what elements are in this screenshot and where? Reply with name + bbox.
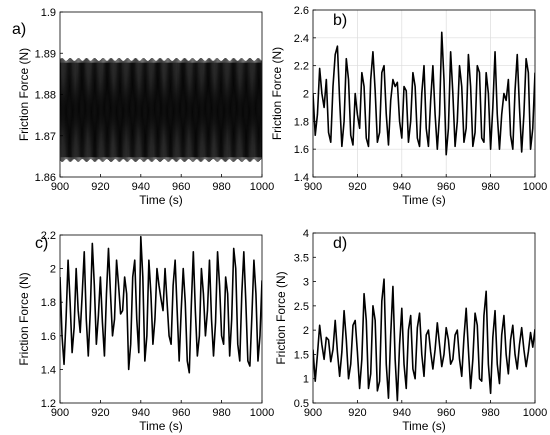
y-tick-label: 1.86 [35, 172, 56, 184]
y-tick-label: 1.5 [294, 349, 309, 361]
x-tick-label: 1000 [523, 407, 547, 419]
y-tick-label: 3 [303, 277, 309, 289]
series-line [60, 57, 262, 162]
y-tick-label: 1.8 [41, 297, 56, 309]
y-tick-label: 1.4 [294, 172, 309, 184]
y-tick-label: 2.6 [294, 5, 309, 17]
panel-label: d) [333, 235, 347, 252]
x-axis-label: Time (s) [139, 193, 183, 207]
x-tick-label: 940 [132, 181, 150, 193]
y-tick-label: 1.6 [41, 331, 56, 343]
y-tick-label: 1.4 [41, 364, 56, 376]
series-line [60, 235, 262, 374]
x-tick-label: 980 [212, 181, 230, 193]
x-tick-label: 980 [481, 181, 499, 193]
x-tick-label: 940 [132, 407, 150, 419]
x-tick-label: 940 [393, 181, 411, 193]
x-tick-label: 900 [51, 181, 69, 193]
panel-3: 900 920 940 960 980 1000 1.2 1.4 1.6 1.8 2 2.2 Time … [17, 230, 274, 433]
x-tick-label: 1000 [250, 181, 274, 193]
x-axis-label: Time (s) [402, 193, 446, 207]
panel-label: c) [35, 235, 48, 252]
x-tick-label: 920 [91, 181, 109, 193]
x-tick-label: 900 [304, 407, 322, 419]
x-tick-label: 1000 [523, 181, 547, 193]
x-tick-label: 900 [304, 181, 322, 193]
panel-label: a) [12, 21, 26, 38]
panel-2: 900 920 940 960 980 1000 1.4 1.6 1.8 2 2.2 2.4 2.6 Ti… [270, 5, 547, 207]
y-tick-label: 3.5 [294, 252, 309, 264]
x-tick-label: 940 [393, 407, 411, 419]
y-tick-label: 2 [50, 264, 56, 276]
y-axis-label: Friction Force (N) [17, 48, 31, 141]
panel-4: 900 920 940 960 980 1000 0.5 1 1.5 2 2.5 3 3.5 4 Time … [274, 228, 547, 433]
plot-area [59, 234, 263, 404]
x-axis-label: Time (s) [139, 419, 183, 433]
series-line [313, 278, 535, 402]
y-tick-label: 2.2 [41, 230, 56, 242]
x-tick-label: 960 [437, 181, 455, 193]
y-tick-label: 2.5 [294, 301, 309, 313]
y-tick-label: 2 [303, 325, 309, 337]
x-axis-label: Time (s) [402, 419, 446, 433]
x-tick-label: 960 [437, 407, 455, 419]
y-tick-label: 2.4 [294, 33, 309, 45]
y-tick-label: 1.2 [41, 398, 56, 410]
panel-label: b) [333, 12, 347, 29]
y-tick-label: 1.88 [35, 90, 56, 102]
y-tick-label: 1.9 [41, 7, 56, 19]
panel-1: 900 920 940 960 980 1000 1.86 1.87 1.88 1.89 1.9 Ti… [12, 7, 274, 207]
x-tick-label: 980 [481, 407, 499, 419]
y-tick-label: 2 [303, 89, 309, 101]
x-tick-label: 1000 [250, 407, 274, 419]
y-axis-label: Friction Force (N) [270, 47, 284, 140]
x-tick-label: 900 [51, 407, 69, 419]
x-tick-label: 920 [91, 407, 109, 419]
y-tick-label: 1.8 [294, 116, 309, 128]
y-tick-label: 1.89 [35, 48, 56, 60]
series-line [313, 31, 535, 156]
y-tick-label: 0.5 [294, 398, 309, 410]
y-tick-label: 2.2 [294, 61, 309, 73]
y-tick-label: 4 [303, 228, 309, 240]
x-tick-label: 960 [172, 181, 190, 193]
x-tick-label: 960 [172, 407, 190, 419]
x-tick-label: 920 [348, 407, 366, 419]
y-tick-label: 1.87 [35, 131, 56, 143]
y-axis-label: Friction Force (N) [274, 271, 288, 364]
x-tick-label: 980 [212, 407, 230, 419]
plot-area [312, 232, 536, 404]
y-tick-label: 1.6 [294, 144, 309, 156]
y-tick-label: 1 [303, 374, 309, 386]
x-tick-label: 920 [348, 181, 366, 193]
y-axis-label: Friction Force (N) [17, 272, 31, 365]
